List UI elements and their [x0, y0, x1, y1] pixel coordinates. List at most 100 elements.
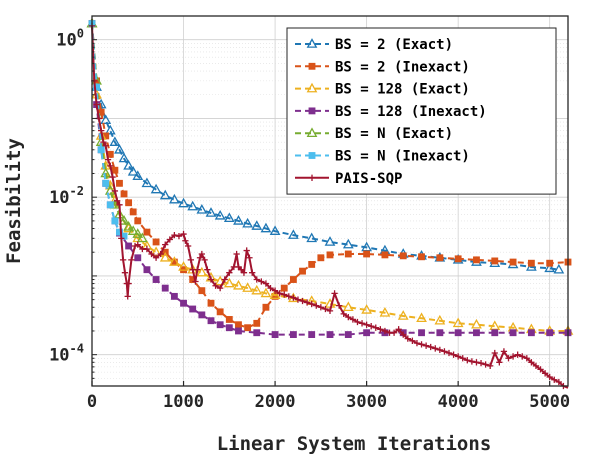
data-point [262, 280, 270, 287]
data-point [125, 199, 133, 207]
data-point [532, 362, 540, 370]
data-point [118, 215, 130, 225]
data-point [445, 349, 453, 357]
data-point [178, 261, 189, 271]
data-point [464, 357, 471, 364]
data-point [134, 217, 142, 225]
data-point [249, 269, 256, 276]
data-point [116, 201, 123, 208]
data-point [289, 276, 297, 283]
data-point [342, 301, 354, 312]
data-point [528, 359, 535, 366]
legend-label: BS = 128 (Exact) [335, 82, 470, 98]
data-point [260, 222, 272, 233]
data-point [118, 235, 125, 242]
data-point [336, 302, 343, 309]
data-point [129, 208, 137, 216]
data-point [111, 217, 119, 225]
data-point [294, 296, 302, 303]
data-point [269, 225, 281, 235]
x-tick-label: 1000 [163, 392, 204, 412]
data-point [214, 275, 226, 286]
data-point [132, 228, 144, 238]
data-point [207, 276, 215, 283]
data-point [361, 304, 372, 314]
data-point [326, 307, 334, 315]
data-point [196, 254, 204, 261]
data-point [123, 160, 134, 170]
data-point [102, 142, 109, 149]
data-point [121, 269, 129, 276]
legend-label: BS = 2 (Exact) [335, 37, 453, 53]
data-point [169, 256, 180, 266]
data-point [242, 282, 253, 292]
legend-label: PAIS-SQP [335, 171, 402, 187]
data-point [487, 362, 494, 370]
legend-entry: BS = N (Exact) [295, 126, 453, 142]
data-point [159, 251, 171, 262]
data-point [436, 254, 444, 262]
data-point [100, 138, 107, 146]
data-point [340, 310, 347, 317]
data-point [308, 331, 316, 338]
legend-label: BS = 2 (Inexact) [335, 59, 470, 75]
data-point [400, 331, 407, 338]
data-point [225, 324, 233, 332]
data-point [397, 310, 409, 320]
data-point [204, 266, 211, 273]
data-point [187, 256, 195, 264]
data-point [363, 321, 370, 328]
data-point [119, 256, 127, 264]
data-point [225, 316, 233, 323]
data-point [452, 317, 464, 328]
data-point [308, 260, 316, 268]
data-point [161, 284, 169, 292]
data-point [132, 170, 144, 180]
data-point [253, 329, 261, 337]
data-point [235, 321, 242, 329]
data-point [434, 314, 446, 325]
y-tick-label: 10-2 [49, 184, 84, 208]
data-point [454, 329, 462, 337]
legend-label: BS = 128 (Inexact) [335, 104, 487, 120]
data-point [422, 342, 430, 349]
data-point [152, 254, 160, 261]
data-point [120, 190, 128, 198]
legend-swatch-marker [308, 152, 316, 159]
data-point [100, 114, 112, 124]
data-point [368, 323, 375, 330]
data-point [523, 355, 530, 362]
data-point [243, 247, 250, 254]
data-point [107, 162, 114, 170]
data-point [546, 373, 553, 381]
data-point [527, 259, 535, 267]
data-point [262, 303, 270, 311]
legend-swatch-marker [308, 107, 316, 115]
data-point [221, 276, 228, 283]
data-point [459, 355, 466, 362]
data-point [496, 359, 503, 366]
data-point [134, 241, 141, 248]
legend-entry: PAIS-SQP [295, 171, 402, 187]
data-point [141, 177, 153, 188]
data-point [468, 358, 476, 365]
legend-swatch-marker [306, 127, 318, 138]
data-point [244, 324, 252, 332]
data-point [418, 329, 425, 337]
data-point [269, 289, 281, 299]
legend-swatch-marker [306, 82, 318, 93]
data-point [500, 348, 508, 355]
data-point [285, 293, 292, 300]
data-point [344, 250, 352, 258]
data-point [98, 127, 105, 134]
data-point [216, 321, 224, 329]
series-line [91, 23, 569, 329]
data-point [217, 284, 224, 292]
legend-entry: BS = 128 (Inexact) [295, 104, 487, 120]
data-point [477, 360, 485, 367]
data-point [109, 136, 121, 146]
data-point [124, 293, 131, 300]
data-point [93, 101, 100, 108]
data-point [553, 263, 565, 274]
data-point [127, 225, 139, 235]
